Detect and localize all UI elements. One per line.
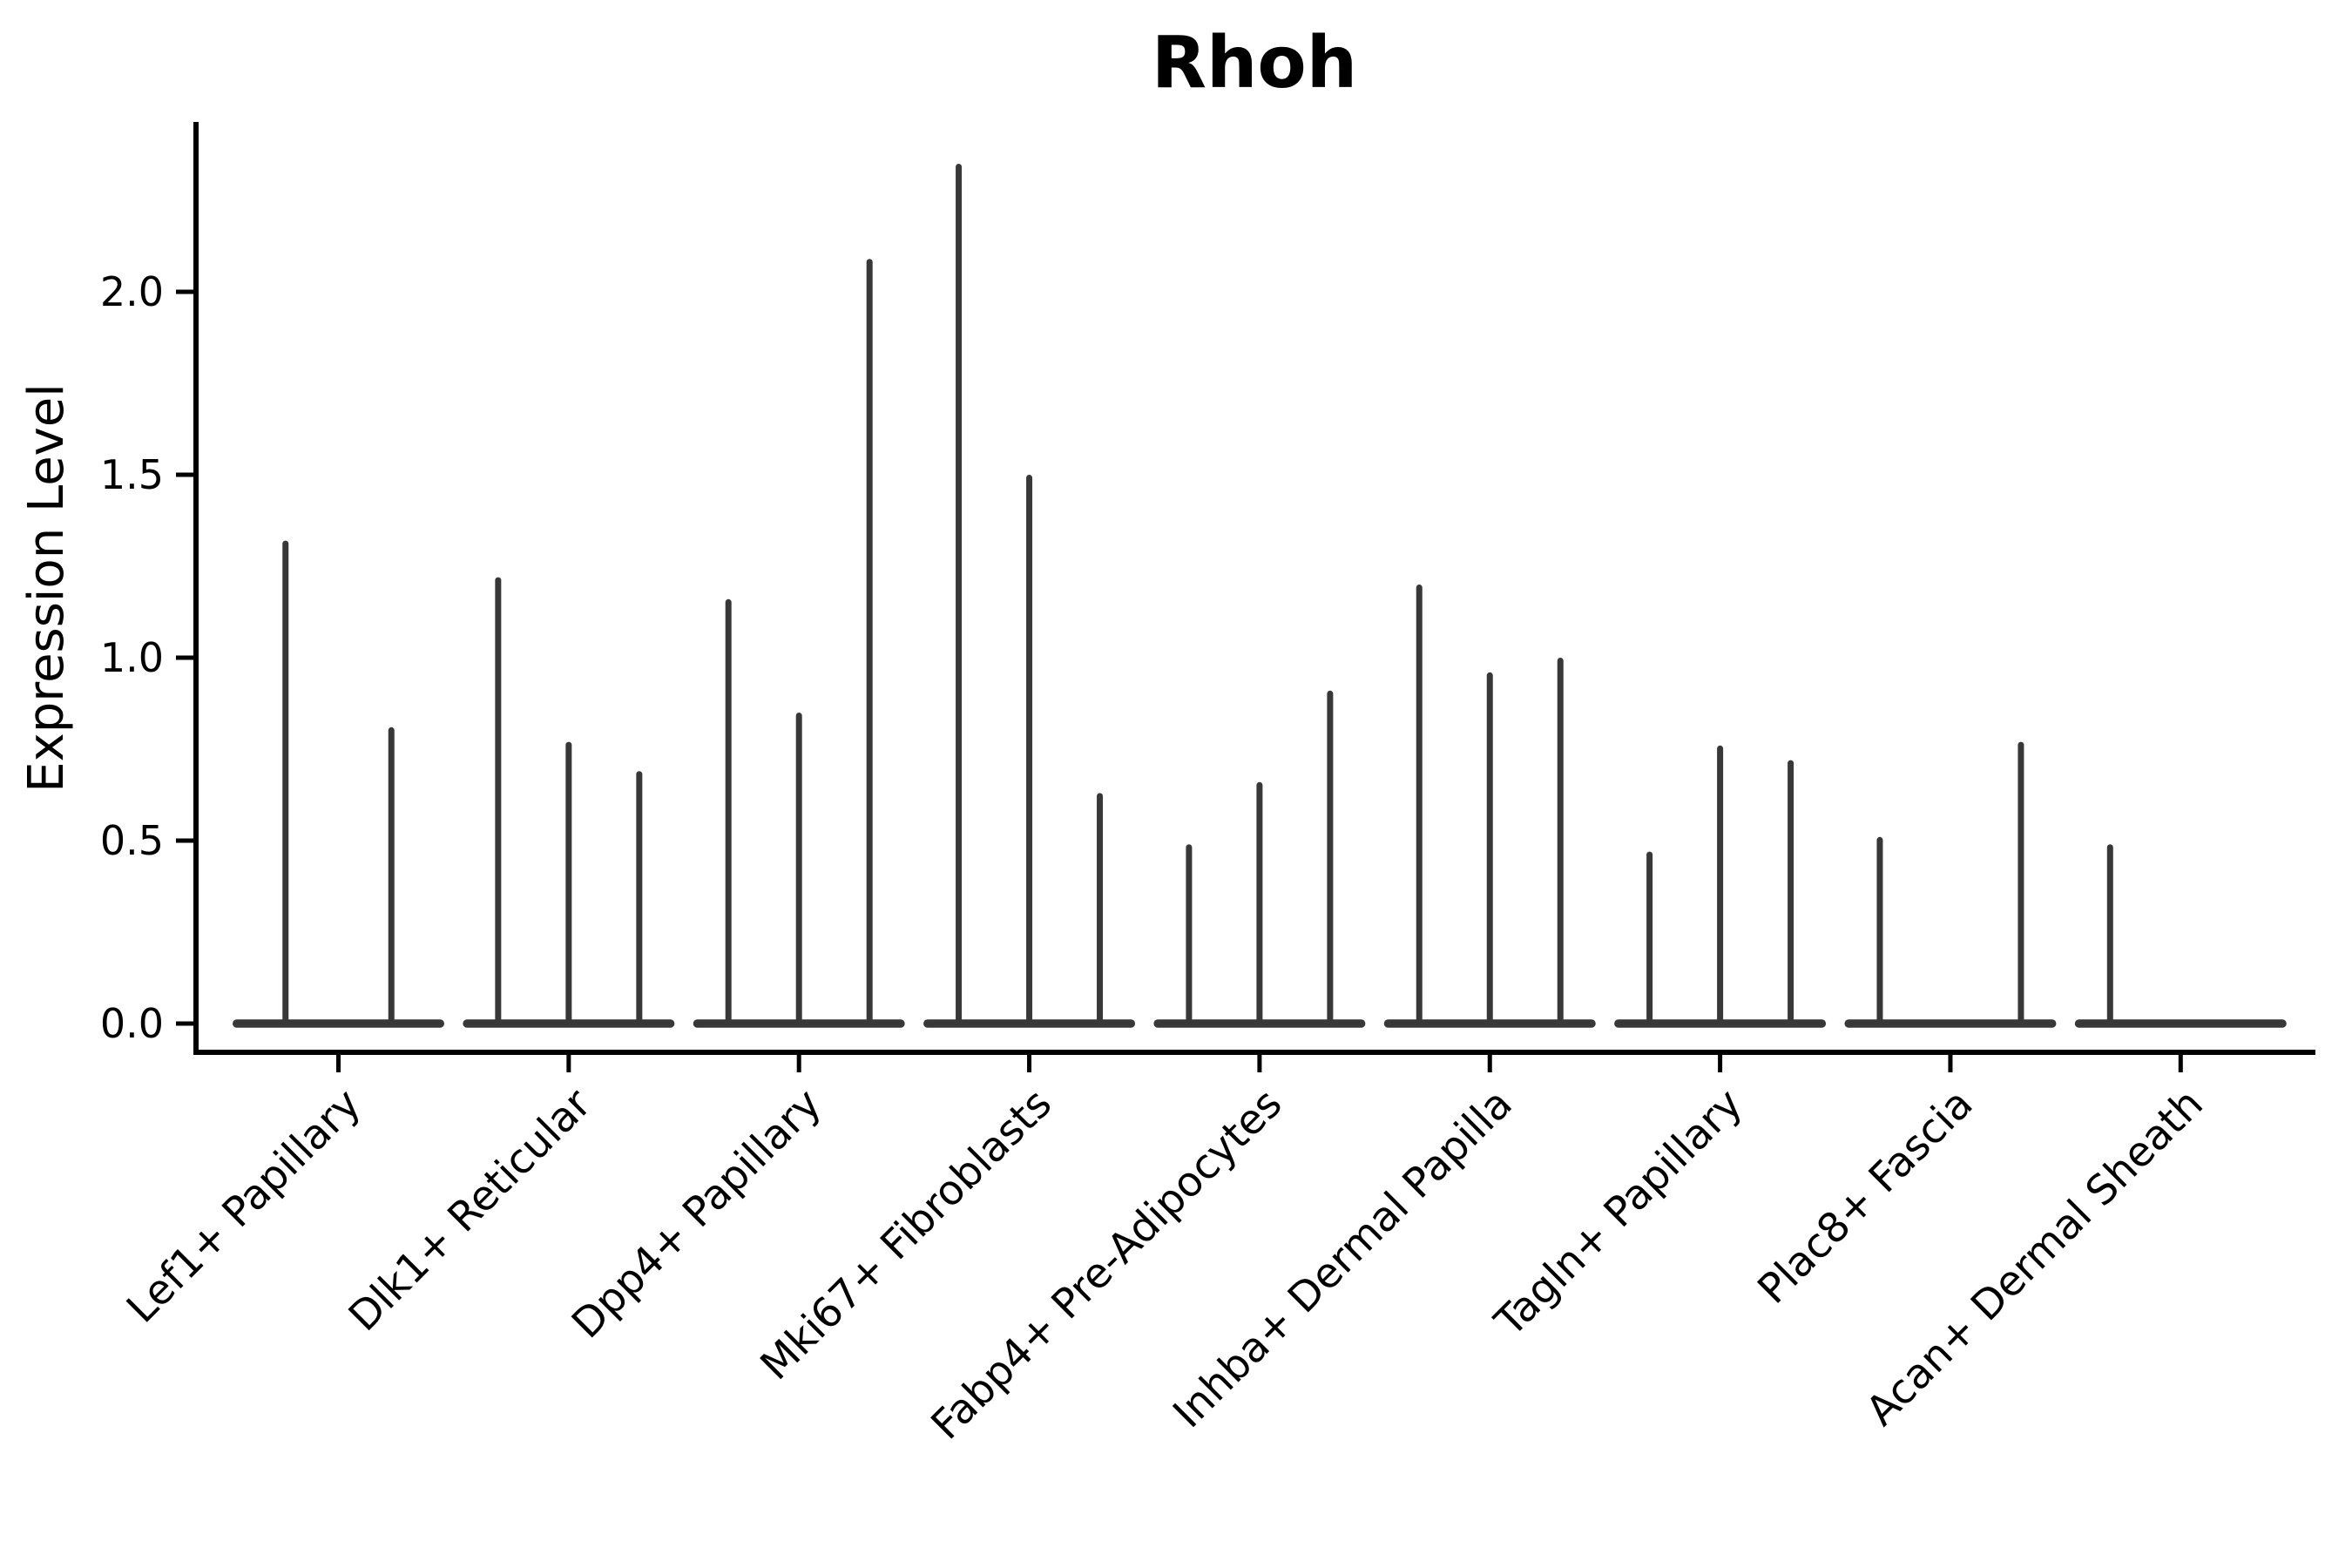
violin-spike xyxy=(565,741,572,1024)
x-tick-mark xyxy=(1487,1055,1492,1072)
x-tick-mark xyxy=(2178,1055,2183,1072)
x-tick-mark xyxy=(1718,1055,1723,1072)
violin-group xyxy=(693,259,905,1028)
y-tick-mark xyxy=(176,655,193,660)
x-tick-mark xyxy=(336,1055,341,1072)
violin-spike xyxy=(956,164,963,1024)
violin-spike xyxy=(636,771,643,1024)
x-tick-label: Lef1+ Papillary xyxy=(118,1080,370,1333)
violin-spike xyxy=(1256,781,1263,1024)
violin-spike xyxy=(2017,741,2024,1024)
x-tick-label: Dlk1+ Reticular xyxy=(340,1079,601,1341)
left-spine xyxy=(193,122,199,1055)
violin-spike xyxy=(282,540,289,1024)
y-tick-label: 1.0 xyxy=(100,634,164,681)
violin-base xyxy=(693,1019,905,1028)
violin-group xyxy=(1844,741,2057,1028)
violin-group xyxy=(923,164,1136,1028)
x-tick-mark xyxy=(566,1055,571,1072)
y-tick-mark xyxy=(176,472,193,477)
violin-spike xyxy=(1327,690,1334,1024)
x-tick-mark xyxy=(1257,1055,1262,1072)
violin-spike xyxy=(1486,672,1493,1024)
violin-base xyxy=(1844,1019,2057,1028)
chart-title: Rhoh xyxy=(1152,22,1357,105)
violin-spike xyxy=(1097,793,1104,1024)
violin-spike xyxy=(795,713,802,1024)
violin-base xyxy=(233,1019,444,1028)
x-tick-mark xyxy=(1948,1055,1953,1072)
violin-spike xyxy=(1026,475,1033,1024)
y-axis-label: Expression Level xyxy=(18,383,75,793)
violin-group xyxy=(463,577,675,1028)
y-tick-labels: 0.0 0.5 1.0 1.5 2.0 xyxy=(100,268,164,1047)
x-tick-label: Dpp4+ Papillary xyxy=(563,1080,831,1348)
y-tick-label: 1.5 xyxy=(100,451,164,498)
y-tick-mark xyxy=(176,838,193,843)
violin-spike xyxy=(388,727,395,1024)
violin-spike xyxy=(725,598,732,1024)
violin-spike xyxy=(1186,844,1193,1024)
violin-spike xyxy=(1788,760,1794,1024)
violin-spike xyxy=(2106,844,2113,1024)
violin-base xyxy=(2074,1019,2287,1028)
violin-spike xyxy=(1717,745,1724,1024)
violins xyxy=(233,164,2287,1028)
violin-spike xyxy=(1416,585,1423,1024)
y-tick-label: 0.5 xyxy=(100,817,164,864)
violin-base xyxy=(1614,1019,1827,1028)
axes xyxy=(176,122,2315,1072)
y-tick-label: 0.0 xyxy=(100,1000,164,1047)
violin-spike xyxy=(495,577,502,1024)
bottom-spine xyxy=(193,1050,2315,1055)
violin-spike xyxy=(1557,658,1564,1024)
x-tick-mark xyxy=(796,1055,801,1072)
violin-group xyxy=(1383,585,1596,1028)
violin-group xyxy=(233,540,444,1028)
y-tick-mark xyxy=(176,289,193,294)
x-tick-label: Plac8+ Fascia xyxy=(1748,1080,1982,1314)
x-tick-label: Tagln+ Papillary xyxy=(1485,1080,1752,1347)
violin-spike xyxy=(1646,851,1653,1024)
violin-group xyxy=(1153,690,1366,1028)
x-tick-mark xyxy=(1027,1055,1032,1072)
violin-group xyxy=(2074,844,2287,1028)
y-tick-label: 2.0 xyxy=(100,268,164,315)
violin-group xyxy=(1614,745,1827,1028)
violin-spike xyxy=(1876,836,1883,1024)
violin-spike xyxy=(866,259,873,1024)
y-tick-mark xyxy=(176,1021,193,1026)
